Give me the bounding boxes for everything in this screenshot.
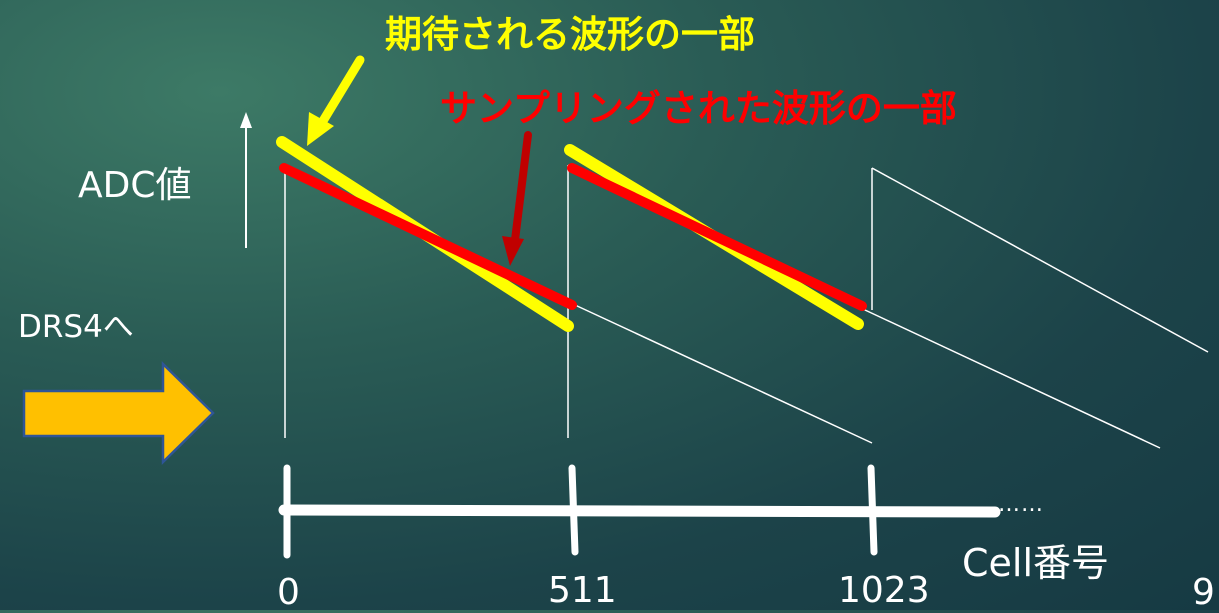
page-number: 9 [1192,572,1215,613]
input-label: DRS4へ [18,309,134,345]
sampled-segment-2 [567,163,867,311]
expected-pointer-arrow [318,55,365,126]
sampled-pointer-arrow [511,131,532,244]
x-axis-line [278,504,1001,518]
sampled-pointer-arrowhead [502,236,524,266]
expected-waveform-label: 期待される波形の一部 [385,13,755,56]
input-block-arrow [22,361,215,465]
y-axis-label: ADC値 [78,165,192,206]
expected-pointer-arrowhead [307,112,334,146]
x-tick-label-511: 511 [548,570,617,611]
x-tick-511 [568,464,579,556]
x-axis-label: Cell番号 [962,541,1110,585]
y-axis-arrowhead [240,112,252,128]
sawtooth-waveform [284,164,1209,449]
x-tick-1023 [867,464,878,556]
x-tick-label-0: 0 [277,572,300,613]
x-axis-ellipsis: …… [998,492,1044,517]
sampled-segment-1 [279,163,577,310]
x-tick-label-1023: 1023 [838,570,930,611]
sampled-waveform-label: サンプリングされた波形の一部 [440,87,957,130]
